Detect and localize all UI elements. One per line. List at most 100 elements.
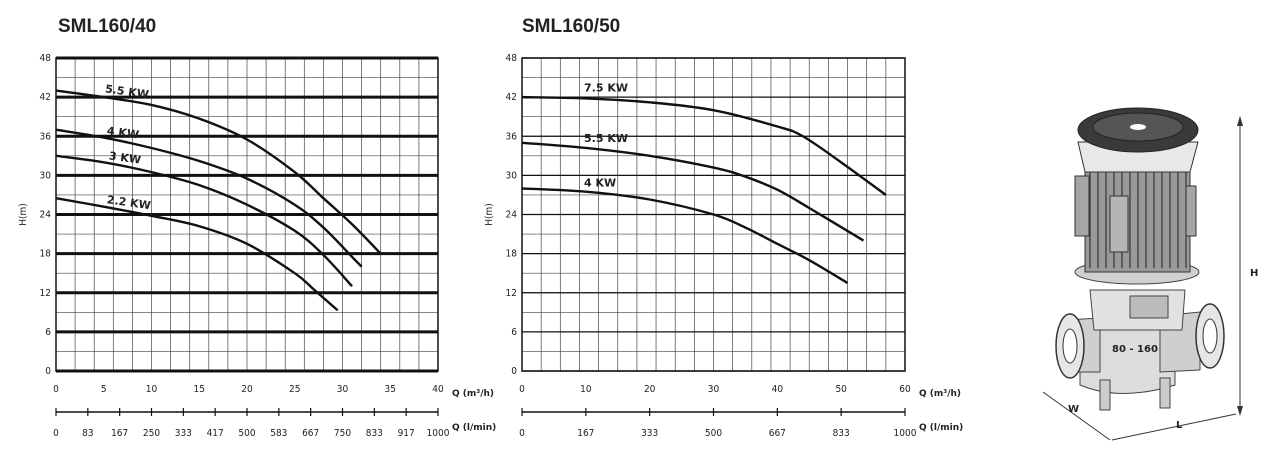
x2-tick-label: 833: [833, 428, 850, 439]
y-tick-label: 30: [40, 170, 52, 181]
dim-l-label: L: [1176, 420, 1183, 431]
x2-tick-label: 583: [270, 428, 287, 439]
pump-terminal-box: [1109, 195, 1129, 253]
x2-tick-label: 0: [519, 428, 525, 439]
pump-motor-bracket-left: [1074, 175, 1090, 237]
chart-1: 0 6 12 18 24 30 36 42 48 0 10 20 30 40 50 60 H(m) Q (m³/h…: [484, 53, 963, 439]
series-line: [55, 89, 382, 255]
y-tick-label: 18: [40, 249, 52, 260]
series-line: [521, 95, 887, 196]
x-tick-label: 15: [194, 384, 205, 395]
y-tick-label: 6: [45, 327, 51, 338]
series-label: 5.5 KW: [584, 132, 628, 145]
y-tick-label: 0: [511, 366, 517, 377]
y-tick-label: 30: [506, 170, 518, 181]
y-tick-label: 36: [506, 131, 518, 142]
series-line: [521, 187, 849, 284]
x-tick-label: 30: [337, 384, 349, 395]
chart-title-sml160-40: SML160/40: [58, 16, 157, 37]
dim-w-label: W: [1068, 404, 1079, 415]
series-line: [55, 154, 353, 288]
pump-motor-fins: [1089, 165, 1187, 268]
chart-title-sml160-50: SML160/50: [522, 16, 621, 37]
x2-tick-label: 1000: [894, 428, 917, 439]
pump-inlet-bore: [1062, 328, 1078, 364]
series-label: 7.5 KW: [584, 81, 628, 94]
x-axis-label: Q (m³/h): [452, 389, 494, 399]
x-tick-label: 10: [580, 384, 592, 395]
y-tick-label: 48: [506, 53, 518, 64]
pump-foot-right: [1159, 377, 1171, 409]
pump-nameplate: 80 - 160: [1112, 344, 1158, 355]
series-label: 3 KW: [108, 149, 142, 166]
x2-tick-label: 1000: [427, 428, 450, 439]
plot-frame: [55, 57, 439, 372]
y-tick-label: 42: [40, 92, 51, 103]
pump-motor-bracket-right: [1185, 185, 1197, 237]
x2-tick-label: 833: [366, 428, 383, 439]
x2-axis-label: Q (l/min): [919, 423, 963, 433]
x-tick-label: 20: [644, 384, 656, 395]
x-axis-label: Q (m³/h): [919, 389, 961, 399]
pump-coupling-guard: [1129, 295, 1169, 319]
series-label: 4 KW: [106, 124, 140, 141]
series-line: [521, 141, 865, 242]
y-tick-label: 24: [506, 210, 518, 221]
series-line: [55, 197, 339, 312]
dim-h-arrow-top: [1237, 116, 1243, 126]
y-tick-label: 48: [40, 53, 52, 64]
y-tick-label: 12: [506, 288, 517, 299]
series-line: [55, 128, 363, 268]
x2-tick-label: 500: [238, 428, 255, 439]
y-tick-label: 18: [506, 249, 518, 260]
x2-tick-label: 333: [641, 428, 658, 439]
x-tick-label: 60: [899, 384, 911, 395]
plot-frame: [521, 57, 906, 372]
dim-l-line: [1111, 413, 1237, 441]
pump-foot-left: [1099, 379, 1111, 411]
y-tick-label: 0: [45, 366, 51, 377]
x-tick-label: 20: [241, 384, 253, 395]
x-tick-label: 0: [53, 384, 59, 395]
x-tick-label: 30: [708, 384, 720, 395]
series-label: 5.5 KW: [104, 82, 149, 101]
pump-illustration: H W L 80 - 160: [1042, 107, 1258, 441]
y-tick-label: 36: [40, 131, 52, 142]
y-tick-label: 6: [511, 327, 517, 338]
x2-tick-label: 250: [143, 428, 160, 439]
x-tick-label: 25: [289, 384, 300, 395]
y-tick-label: 24: [40, 210, 52, 221]
pump-outlet-bore: [1202, 318, 1218, 354]
x-tick-label: 0: [519, 384, 525, 395]
dim-h-label: H: [1250, 268, 1258, 279]
x2-tick-label: 917: [398, 428, 415, 439]
pump-casing: [1079, 329, 1176, 394]
chart-0: 0 6 12 18 24 30 36 42 48 0 5 10 15 20 25 30 35 40 H(m) Q (m…: [18, 53, 496, 439]
x2-tick-label: 0: [53, 428, 59, 439]
x-tick-label: 5: [101, 384, 107, 395]
x2-tick-label: 500: [705, 428, 722, 439]
x-tick-label: 35: [385, 384, 396, 395]
x2-tick-label: 83: [82, 428, 93, 439]
series-label: 4 KW: [584, 177, 616, 190]
x2-tick-label: 417: [207, 428, 224, 439]
series-label: 2.2 KW: [106, 193, 151, 212]
x2-tick-label: 167: [577, 428, 594, 439]
x-tick-label: 40: [772, 384, 784, 395]
pump-fan-center: [1130, 124, 1146, 130]
x2-tick-label: 333: [175, 428, 192, 439]
dim-h-arrow-bottom: [1237, 406, 1243, 416]
y-tick-label: 42: [506, 92, 517, 103]
dim-w-line: [1042, 391, 1111, 441]
x2-tick-label: 667: [769, 428, 786, 439]
x-tick-label: 10: [146, 384, 158, 395]
y-axis-label: H(m): [484, 203, 495, 226]
x-tick-label: 40: [432, 384, 444, 395]
x-tick-label: 50: [835, 384, 847, 395]
x2-tick-label: 667: [302, 428, 319, 439]
x2-tick-label: 167: [111, 428, 128, 439]
y-tick-label: 12: [40, 288, 51, 299]
x2-axis-label: Q (l/min): [452, 423, 496, 433]
x2-tick-label: 750: [334, 428, 351, 439]
